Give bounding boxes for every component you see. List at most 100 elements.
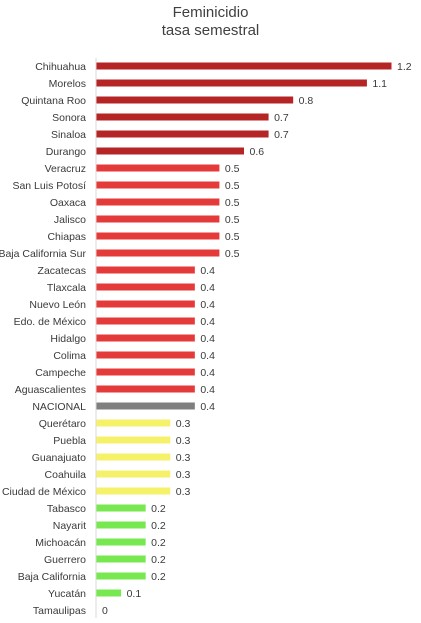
category-label: Chiapas xyxy=(47,231,86,243)
category-label: Ciudad de México xyxy=(2,486,86,498)
bar xyxy=(96,470,171,478)
category-label: Edo. de México xyxy=(14,316,87,328)
category-label: Veracruz xyxy=(45,163,86,175)
value-label: 0.2 xyxy=(151,503,166,515)
value-label: 0.3 xyxy=(176,469,191,481)
value-label: 0.2 xyxy=(151,537,166,549)
bar xyxy=(96,283,195,291)
bar xyxy=(96,62,392,70)
bar xyxy=(96,385,195,393)
category-label: Tamaulipas xyxy=(33,605,86,617)
category-label: Colima xyxy=(53,350,86,362)
category-label: Guanajuato xyxy=(32,452,86,464)
bar xyxy=(96,130,269,138)
value-label: 0.2 xyxy=(151,571,166,583)
category-label: Nuevo León xyxy=(29,299,86,311)
category-label: Puebla xyxy=(53,435,86,447)
value-label: 0.4 xyxy=(200,282,215,294)
value-label: 0.3 xyxy=(176,486,191,498)
value-label: 0.3 xyxy=(176,452,191,464)
category-label: Hidalgo xyxy=(50,333,86,345)
bar xyxy=(96,215,220,223)
bar xyxy=(96,419,171,427)
value-label: 0.1 xyxy=(127,588,142,600)
value-label: 0.2 xyxy=(151,520,166,532)
category-label: Querétaro xyxy=(39,418,86,430)
bar xyxy=(96,147,244,155)
value-label: 0 xyxy=(102,605,108,617)
category-label: Chihuahua xyxy=(35,61,86,73)
category-label: Baja California xyxy=(18,571,86,583)
bar xyxy=(96,402,195,410)
bar xyxy=(96,368,195,376)
value-label: 0.3 xyxy=(176,435,191,447)
bar xyxy=(96,232,220,240)
category-label: Aguascalientes xyxy=(15,384,86,396)
value-label: 0.3 xyxy=(176,418,191,430)
bar xyxy=(96,589,122,597)
bar xyxy=(96,181,220,189)
category-label: Nayarit xyxy=(53,520,86,532)
category-label: Guerrero xyxy=(44,554,86,566)
value-label: 0.4 xyxy=(200,299,215,311)
value-label: 0.2 xyxy=(151,554,166,566)
value-label: 0.4 xyxy=(200,333,215,345)
value-label: 0.4 xyxy=(200,265,215,277)
value-label: 0.5 xyxy=(225,197,240,209)
bar xyxy=(96,317,195,325)
bar xyxy=(96,266,195,274)
value-label: 0.5 xyxy=(225,163,240,175)
chart-title-line-1: Feminicidio xyxy=(172,4,249,21)
chart-title-line-2: tasa semestral xyxy=(161,22,260,39)
bar xyxy=(96,79,367,87)
category-label: Tabasco xyxy=(47,503,86,515)
category-label: Campeche xyxy=(35,367,86,379)
bar xyxy=(96,538,146,546)
value-label: 0.7 xyxy=(274,129,289,141)
category-label: Oaxaca xyxy=(50,197,86,209)
bar xyxy=(96,521,146,529)
category-label: Sinaloa xyxy=(51,129,86,141)
value-label: 0.5 xyxy=(225,248,240,260)
value-label: 0.5 xyxy=(225,214,240,226)
bar xyxy=(96,453,171,461)
category-label: Tlaxcala xyxy=(47,282,86,294)
bar xyxy=(96,351,195,359)
bar xyxy=(96,96,294,104)
category-label: Yucatán xyxy=(48,588,86,600)
bar xyxy=(96,555,146,563)
value-label: 0.4 xyxy=(200,401,215,413)
value-label: 0.4 xyxy=(200,384,215,396)
bar xyxy=(96,113,269,121)
value-label: 0.4 xyxy=(200,316,215,328)
value-label: 0.5 xyxy=(225,231,240,243)
bar xyxy=(96,198,220,206)
category-label: Michoacán xyxy=(35,537,86,549)
value-label: 0.7 xyxy=(274,112,289,124)
category-label: Baja California Sur xyxy=(0,248,86,260)
category-label: Zacatecas xyxy=(38,265,86,277)
value-label: 0.4 xyxy=(200,367,215,379)
bar xyxy=(96,164,220,172)
value-label: 0.6 xyxy=(250,146,265,158)
category-label: Coahuila xyxy=(45,469,87,481)
category-label: Durango xyxy=(46,146,86,158)
value-label: 0.5 xyxy=(225,180,240,192)
bar xyxy=(96,487,171,495)
category-label: Sonora xyxy=(52,112,86,124)
bar xyxy=(96,334,195,342)
category-label: Morelos xyxy=(49,78,86,90)
bar xyxy=(96,504,146,512)
bar xyxy=(96,436,171,444)
category-label: San Luis Potosí xyxy=(12,180,86,192)
bar xyxy=(96,249,220,257)
bar xyxy=(96,300,195,308)
value-label: 0.4 xyxy=(200,350,215,362)
value-label: 1.2 xyxy=(397,61,412,73)
value-label: 0.8 xyxy=(299,95,314,107)
category-label: NACIONAL xyxy=(32,401,86,413)
value-label: 1.1 xyxy=(372,78,387,90)
bar xyxy=(96,572,146,580)
